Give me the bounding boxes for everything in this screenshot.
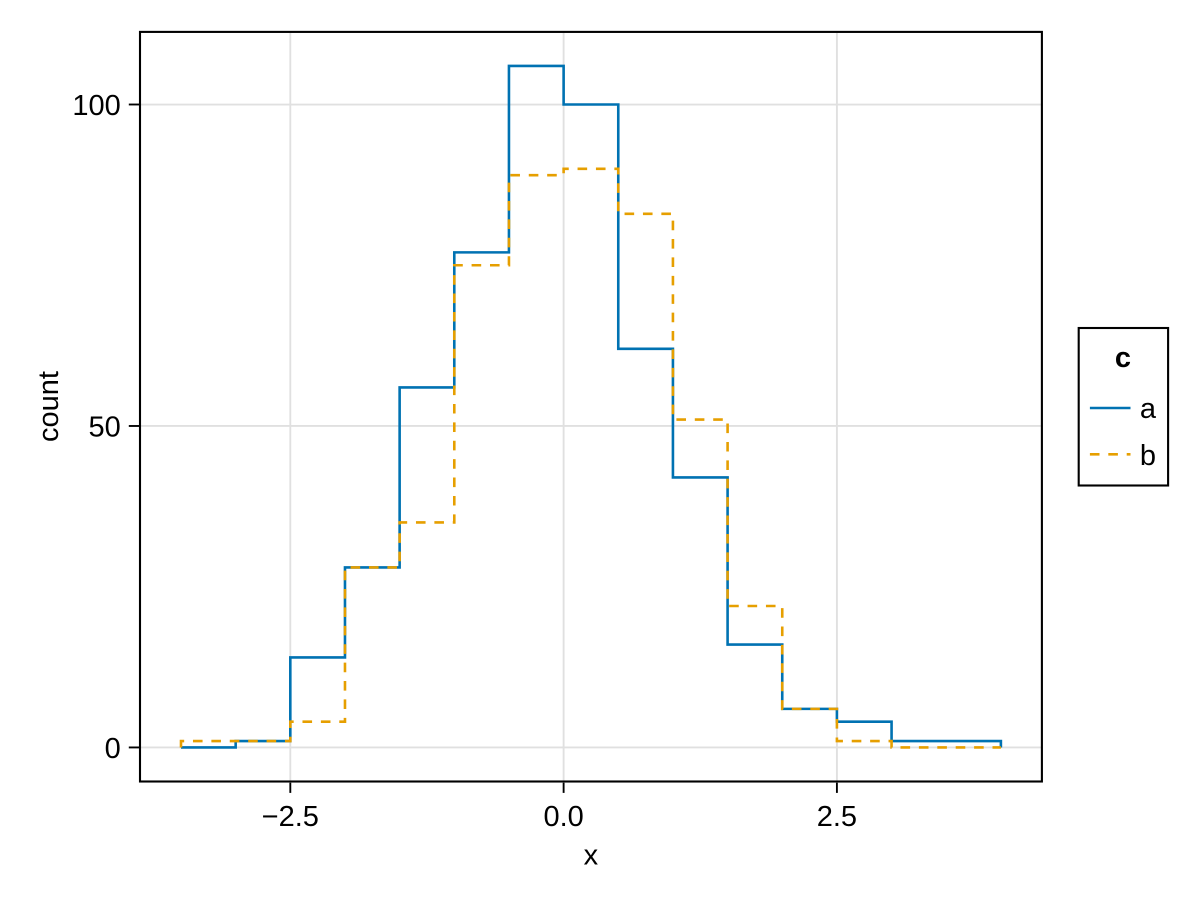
svg-text:100: 100 xyxy=(72,90,120,122)
svg-text:c: c xyxy=(1115,342,1131,374)
svg-text:x: x xyxy=(584,840,599,872)
svg-text:50: 50 xyxy=(89,412,121,444)
svg-text:a: a xyxy=(1140,393,1157,425)
svg-text:0: 0 xyxy=(105,733,121,765)
svg-text:count: count xyxy=(33,371,65,442)
svg-text:b: b xyxy=(1140,440,1156,472)
svg-text:−2.5: −2.5 xyxy=(262,801,319,833)
svg-text:0.0: 0.0 xyxy=(543,801,583,833)
svg-text:2.5: 2.5 xyxy=(817,801,857,833)
